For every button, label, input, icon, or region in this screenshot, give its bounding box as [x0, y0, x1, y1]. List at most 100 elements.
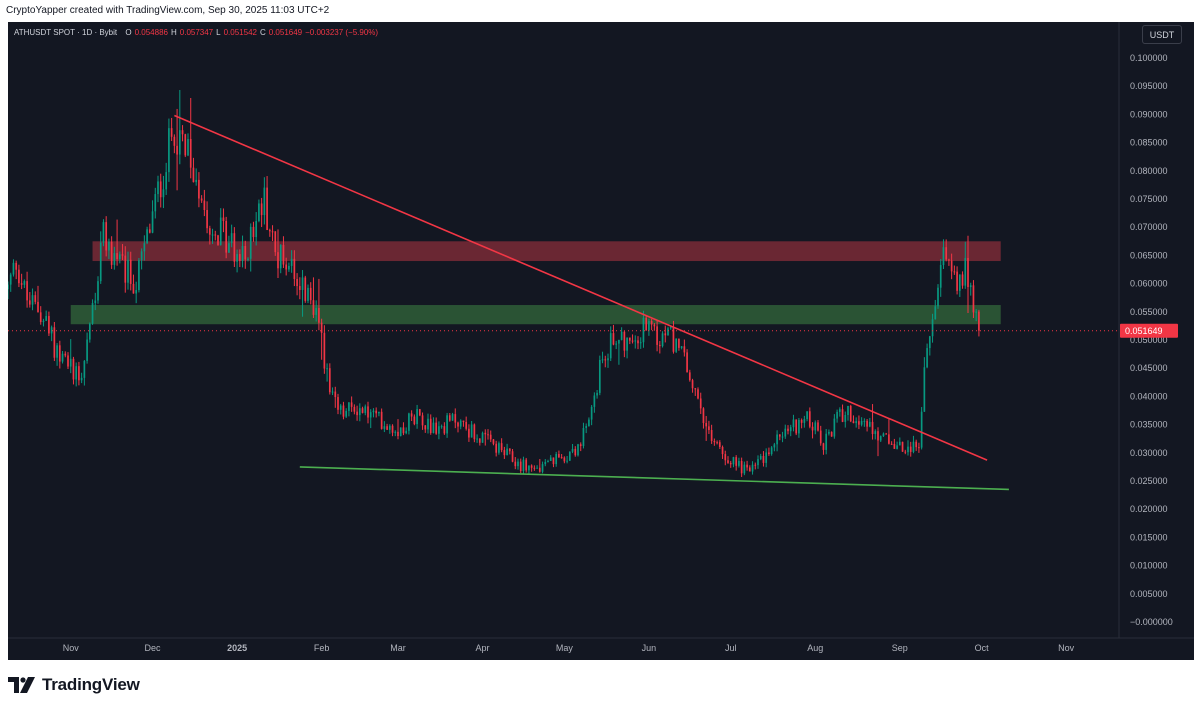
- candle-body: [48, 316, 50, 334]
- close-label: C: [259, 28, 266, 37]
- candle-body: [492, 439, 495, 444]
- candle-body: [754, 464, 757, 466]
- candle-body: [969, 285, 972, 288]
- candle-body: [203, 200, 206, 211]
- candle-body: [503, 450, 506, 456]
- tradingview-logo-icon: [8, 677, 35, 693]
- candle-body: [757, 459, 759, 466]
- candle-body: [9, 274, 12, 285]
- candle-body: [279, 244, 282, 269]
- candle-body: [530, 465, 533, 468]
- candle-body: [773, 444, 776, 448]
- candle-body: [806, 411, 808, 420]
- low-label: L: [216, 28, 221, 37]
- candle-body: [833, 418, 836, 437]
- candle-body: [448, 415, 451, 421]
- candle-body: [926, 348, 928, 368]
- candle-body: [519, 461, 522, 471]
- candle-body: [323, 332, 326, 369]
- candle-body: [778, 434, 781, 437]
- candle-body: [94, 300, 97, 304]
- candle-body: [318, 308, 320, 323]
- candle-body: [457, 422, 459, 427]
- candle-body: [536, 467, 538, 469]
- candle-body: [230, 233, 233, 244]
- candle-body: [650, 321, 653, 325]
- currency-button[interactable]: USDT: [1142, 25, 1182, 44]
- candle-body: [244, 245, 247, 260]
- candle-body: [626, 337, 628, 351]
- candle-body: [388, 425, 391, 430]
- candle-body: [315, 308, 318, 315]
- support-trendline[interactable]: [299, 466, 1009, 491]
- candle-body: [470, 424, 473, 438]
- candle-body: [544, 461, 547, 465]
- candle-body: [408, 413, 410, 431]
- low-value: 0.051542: [223, 28, 257, 37]
- candle-body: [675, 338, 678, 352]
- time-tick-label: Nov: [63, 643, 80, 653]
- candle-body: [795, 419, 798, 434]
- candle-body: [380, 411, 383, 429]
- candle-body: [937, 287, 939, 307]
- candle-body: [487, 434, 489, 436]
- price-chart[interactable]: 0.100000 0.095000 0.090000 0.085000 0.080000…: [8, 22, 1194, 660]
- candle-body: [263, 187, 266, 216]
- candle-body: [375, 410, 378, 414]
- candle-body: [789, 427, 792, 432]
- candle-body: [39, 312, 42, 323]
- candle-body: [688, 372, 691, 381]
- candle-body: [200, 198, 203, 201]
- candle-body: [405, 430, 408, 434]
- candle-body: [770, 447, 773, 455]
- candle-body: [596, 392, 598, 396]
- support-zone[interactable]: [70, 305, 1001, 325]
- candle-body: [792, 419, 795, 428]
- candle-body: [307, 287, 309, 301]
- candle-body: [538, 467, 541, 472]
- candle-body: [762, 455, 765, 463]
- candle-body: [236, 254, 238, 262]
- candle-body: [282, 244, 285, 265]
- candle-body: [615, 343, 618, 345]
- candle-body: [718, 442, 721, 447]
- candle-body: [825, 433, 828, 450]
- candle-body: [369, 412, 372, 418]
- candle-body: [88, 323, 91, 340]
- candle-body: [132, 283, 135, 294]
- candle-body: [950, 260, 953, 272]
- candle-body: [140, 251, 143, 261]
- price-tick-label: 0.040000: [1130, 391, 1168, 401]
- price-tick-label: 0.005000: [1130, 589, 1168, 599]
- candle-body: [838, 409, 841, 412]
- candle-body: [146, 229, 148, 244]
- price-tick-label: 0.100000: [1130, 53, 1168, 63]
- candle-body: [424, 425, 427, 430]
- candle-body: [26, 281, 28, 301]
- candle-body: [623, 331, 626, 351]
- candle-body: [928, 336, 931, 349]
- candle-body: [727, 460, 729, 463]
- candle-body: [427, 418, 429, 430]
- time-tick-label: Aug: [807, 643, 823, 653]
- descending-trendline[interactable]: [174, 114, 988, 461]
- candle-body: [667, 328, 669, 336]
- candle-body: [157, 181, 159, 195]
- candle-body: [888, 434, 890, 444]
- open-value: 0.054886: [134, 28, 168, 37]
- candle-body: [105, 222, 108, 251]
- candle-body: [590, 406, 593, 420]
- candle-body: [868, 421, 871, 427]
- candle-body: [508, 448, 511, 452]
- candle-body: [208, 228, 211, 235]
- time-tick-label: Dec: [145, 643, 162, 653]
- change-value: −0.003237 (−5.90%): [305, 28, 379, 37]
- tradingview-logo[interactable]: TradingView: [8, 674, 140, 696]
- candle-body: [517, 461, 519, 467]
- chart-panel[interactable]: 0.100000 0.095000 0.090000 0.085000 0.080000…: [8, 22, 1194, 660]
- candle-body: [97, 281, 99, 301]
- candle-body: [148, 229, 151, 233]
- resistance-zone[interactable]: [92, 241, 1001, 262]
- time-tick-label: Jun: [642, 643, 657, 653]
- time-tick-label: Jul: [725, 643, 737, 653]
